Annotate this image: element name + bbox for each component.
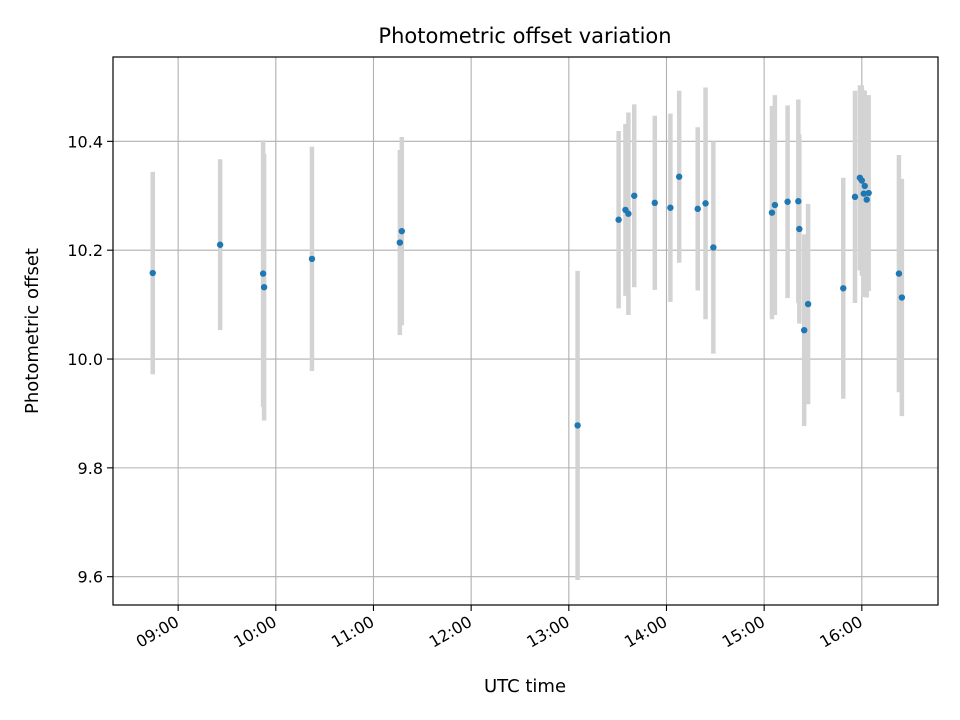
data-point — [861, 182, 868, 190]
plot-frame — [112, 56, 939, 606]
data-point — [398, 227, 406, 235]
data-point — [702, 200, 709, 207]
y-tick-label: 9.8 — [78, 459, 103, 478]
y-tick-label: 9.6 — [78, 568, 103, 587]
data-point — [615, 216, 622, 223]
data-point — [694, 205, 701, 213]
data-point — [858, 177, 866, 184]
data-point — [574, 422, 581, 429]
data-point — [149, 269, 156, 277]
data-point — [784, 198, 791, 205]
data-point — [675, 173, 683, 180]
data-point — [863, 196, 870, 203]
data-point — [631, 192, 638, 199]
data-point — [260, 283, 268, 291]
data-point — [804, 300, 812, 308]
data-point — [216, 241, 224, 248]
y-axis-label: Photometric offset — [22, 248, 43, 414]
data-point — [796, 225, 803, 233]
data-point — [771, 201, 779, 209]
y-tick-label: 10.4 — [67, 132, 103, 151]
data-point — [860, 190, 867, 197]
data-points — [149, 173, 906, 429]
data-point — [895, 270, 903, 277]
data-point — [898, 294, 906, 301]
data-point — [800, 326, 808, 334]
y-tick-label: 10.0 — [67, 350, 103, 369]
data-point — [851, 193, 859, 201]
x-axis-label: UTC time — [484, 676, 566, 697]
data-point — [259, 270, 267, 277]
data-point — [795, 198, 802, 205]
data-point — [396, 239, 404, 246]
data-point — [710, 244, 717, 251]
data-point — [865, 189, 872, 197]
data-point — [667, 204, 674, 211]
data-point — [625, 210, 632, 217]
y-tick-label: 10.2 — [67, 241, 103, 260]
data-point — [308, 255, 316, 263]
data-point — [768, 209, 776, 216]
chart-title: Photometric offset variation — [378, 24, 671, 48]
data-point — [840, 285, 847, 292]
data-point — [651, 199, 658, 207]
